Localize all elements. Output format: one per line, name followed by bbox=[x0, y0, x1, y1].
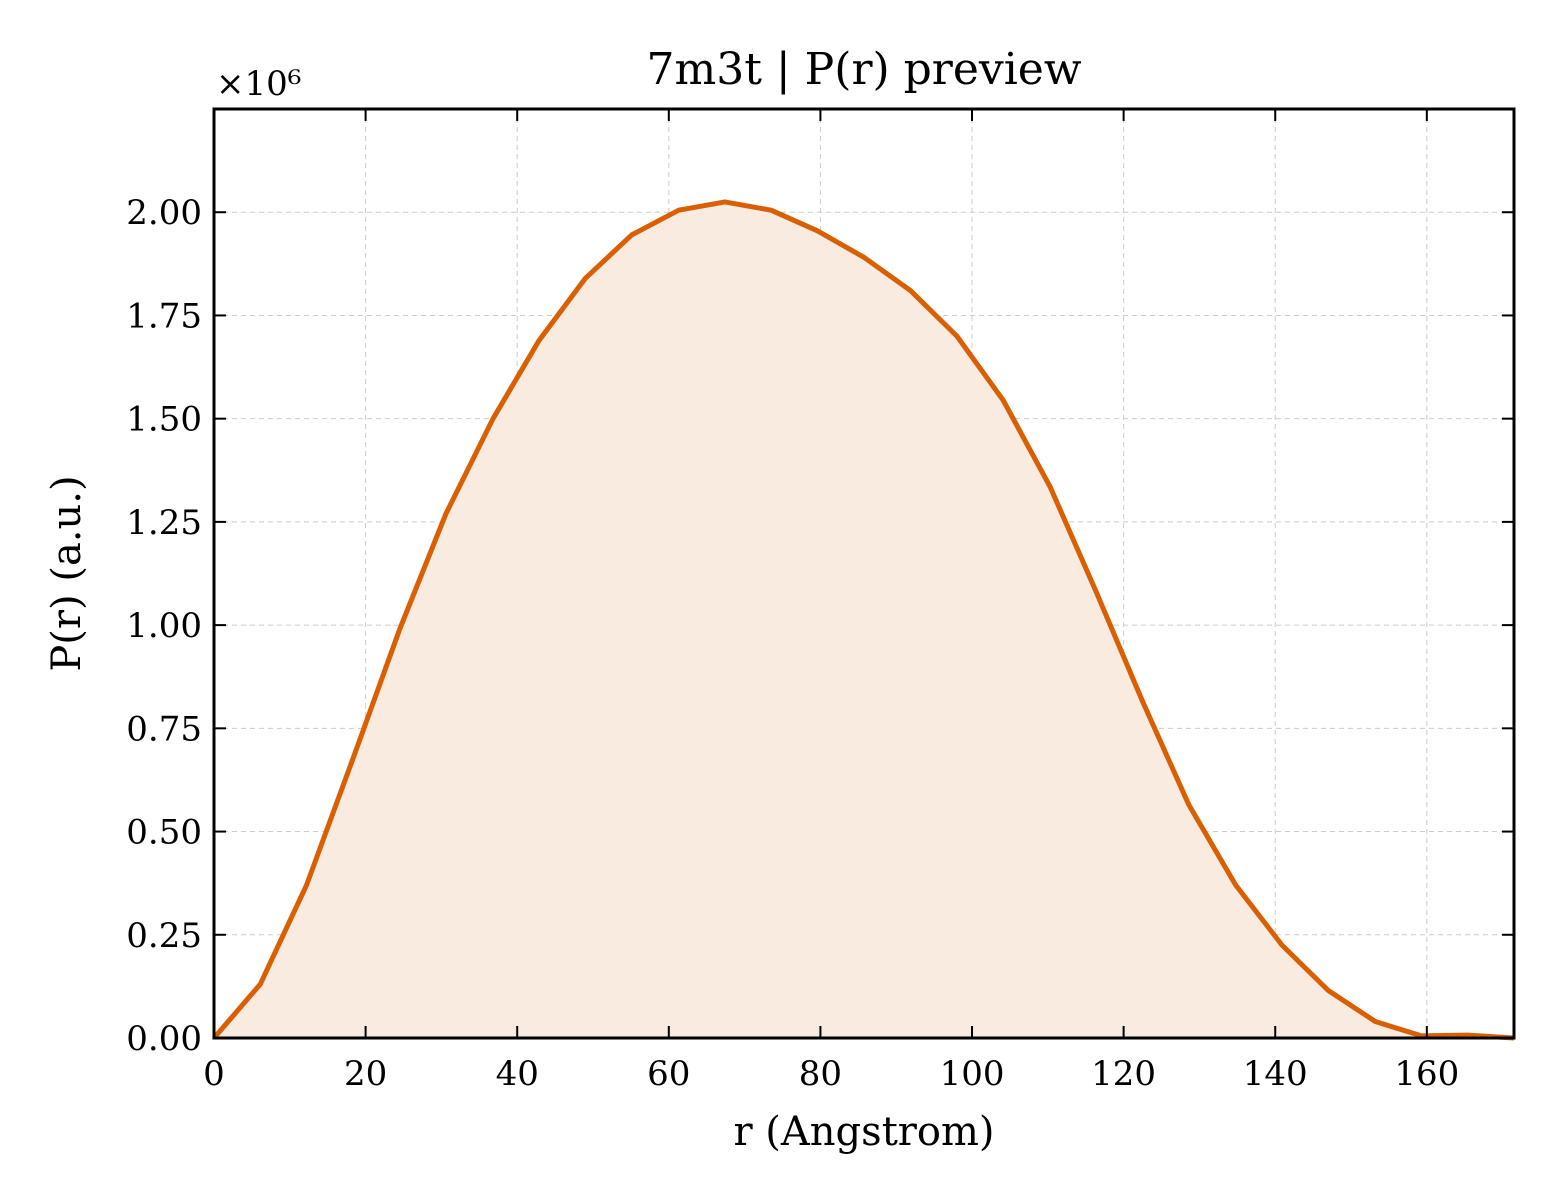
x-tick-label: 80 bbox=[799, 1054, 842, 1094]
y-tick-label: 1.50 bbox=[126, 400, 202, 440]
y-tick-label: 0.50 bbox=[126, 813, 202, 853]
y-tick-label: 1.75 bbox=[126, 296, 202, 336]
y-tick-label: 1.00 bbox=[126, 606, 202, 646]
y-tick-label: 0.00 bbox=[126, 1019, 202, 1059]
axis-ticks bbox=[213, 109, 1514, 1039]
y-tick-label: 0.75 bbox=[126, 709, 202, 749]
x-tick-label: 140 bbox=[1243, 1054, 1308, 1094]
plot-frame bbox=[212, 107, 1516, 1040]
x-axis-label: r (Angstrom) bbox=[733, 1109, 994, 1155]
y-tick-label: 2.00 bbox=[126, 193, 202, 233]
x-tick-label: 0 bbox=[203, 1054, 225, 1094]
x-tick-label: 160 bbox=[1394, 1054, 1459, 1094]
y-axis-multiplier: ×10⁶ bbox=[216, 64, 301, 104]
chart-title: 7m3t | P(r) preview bbox=[646, 44, 1081, 95]
x-tick-label: 60 bbox=[647, 1054, 690, 1094]
pr-series-line bbox=[212, 199, 1515, 1041]
x-tick-label: 120 bbox=[1091, 1054, 1156, 1094]
y-axis-label: P(r) (a.u.) bbox=[44, 475, 90, 671]
tick-labels: 0 20 40 60 80 100 120 140 160 0.00 0.25 0.50 0.75 1.0… bbox=[126, 193, 1459, 1094]
x-tick-label: 100 bbox=[940, 1054, 1005, 1094]
x-tick-label: 40 bbox=[496, 1054, 539, 1094]
y-tick-label: 1.25 bbox=[126, 503, 202, 543]
y-tick-label: 0.25 bbox=[126, 916, 202, 956]
pr-area-fill bbox=[214, 201, 1514, 1038]
x-tick-label: 20 bbox=[344, 1054, 387, 1094]
